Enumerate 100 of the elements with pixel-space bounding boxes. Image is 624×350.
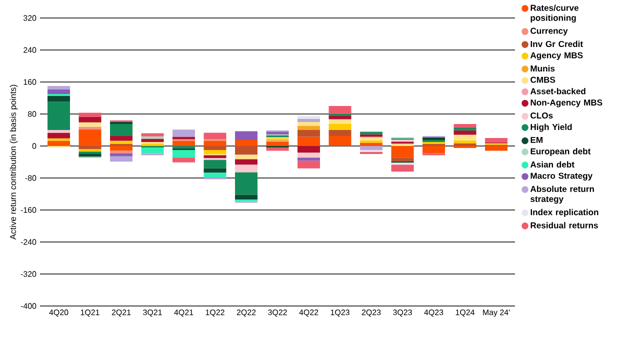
- bar: [78, 129, 102, 146]
- legend-label: EM: [530, 136, 542, 143]
- bar: [391, 146, 414, 158]
- bar: [298, 122, 320, 126]
- legend-label: Currency: [530, 28, 568, 36]
- bar: [328, 124, 352, 130]
- legend-label: Asian debt: [530, 161, 574, 168]
- bar: [204, 150, 226, 154]
- bar: [298, 160, 320, 168]
- bar: [454, 127, 476, 130]
- bar: [110, 124, 133, 136]
- bar: [141, 148, 164, 154]
- bar: [235, 164, 258, 172]
- bar: [48, 132, 70, 138]
- legend-label: Agency MBS: [530, 52, 583, 60]
- bar: [298, 158, 320, 161]
- bar: [141, 133, 164, 136]
- bar: [78, 154, 102, 157]
- legend-label: Non-Agency MBS: [530, 99, 602, 108]
- bar: [204, 140, 226, 146]
- bar: [235, 172, 258, 195]
- bar: [266, 148, 289, 151]
- bar: [172, 130, 196, 137]
- bar: [360, 138, 383, 140]
- legend-label: Residual returns: [530, 222, 598, 228]
- bar: [204, 155, 226, 158]
- bar: [110, 153, 133, 156]
- bar: [110, 140, 133, 144]
- bar: [48, 130, 70, 133]
- bar: [391, 158, 414, 162]
- bar: [48, 102, 70, 130]
- bar: [298, 152, 320, 158]
- bar: [78, 146, 102, 150]
- bar: [485, 138, 508, 142]
- bar: [360, 134, 383, 137]
- bar: [454, 124, 476, 128]
- bar: [422, 146, 446, 154]
- bar: [454, 134, 476, 140]
- bar: [298, 126, 320, 130]
- bar: [48, 96, 70, 102]
- bar: [328, 116, 352, 120]
- bar: [141, 136, 164, 139]
- bar: [78, 149, 102, 152]
- bar: [48, 86, 70, 90]
- bar: [204, 132, 226, 140]
- bar: [235, 140, 258, 146]
- bar: [235, 159, 258, 165]
- bar: [235, 154, 258, 160]
- bar: [328, 130, 352, 136]
- bar: [360, 140, 383, 143]
- bar: [172, 140, 196, 146]
- bar: [141, 144, 164, 146]
- bar: [391, 144, 414, 146]
- bar: [110, 136, 133, 141]
- y-axis-title: Active return contribution (in basis points): [10, 84, 18, 240]
- bar: [141, 138, 164, 142]
- legend-label: Index replication: [530, 208, 598, 217]
- bar: [298, 130, 320, 137]
- bar: [48, 89, 70, 94]
- bar: [48, 140, 70, 146]
- bar: [391, 164, 414, 172]
- bar: [172, 158, 196, 162]
- bar: [204, 146, 226, 150]
- legend-label: Rates/curve positioning: [530, 4, 578, 23]
- bar: [422, 137, 446, 140]
- bar: [204, 160, 226, 168]
- legend-label: High Yield: [530, 124, 572, 132]
- bar: [298, 136, 320, 146]
- bar: [110, 156, 133, 162]
- bar: [78, 112, 102, 117]
- bar: [360, 146, 383, 150]
- bar: [235, 131, 258, 140]
- bar: [328, 106, 352, 114]
- bar: [235, 194, 258, 200]
- legend-label: Macro Strategy: [530, 172, 593, 181]
- legend-label: Asset-backed: [530, 88, 586, 94]
- bar: [485, 146, 508, 151]
- legend-label: Inv Gr Credit: [530, 40, 583, 48]
- bar: [298, 116, 320, 119]
- bar: [454, 130, 476, 135]
- bar: [328, 119, 352, 124]
- bar: [78, 116, 102, 122]
- legend-label: CLOs: [530, 112, 553, 119]
- legend-label: CMBS: [530, 76, 556, 83]
- legend-label: Munis: [530, 65, 555, 72]
- bar: [110, 146, 133, 151]
- bar: [454, 143, 476, 146]
- bar: [204, 172, 226, 178]
- bar: [298, 146, 320, 153]
- legend-label: European debt: [530, 148, 591, 156]
- bar: [48, 138, 70, 141]
- bar: [172, 150, 196, 158]
- bar: [328, 136, 352, 146]
- bar: [78, 122, 102, 127]
- bar: [298, 118, 320, 122]
- bar: [360, 142, 383, 146]
- bar: [204, 168, 226, 173]
- bar: [235, 146, 258, 155]
- legend-label: Absolute return strategy: [530, 186, 594, 204]
- bar: [266, 132, 289, 134]
